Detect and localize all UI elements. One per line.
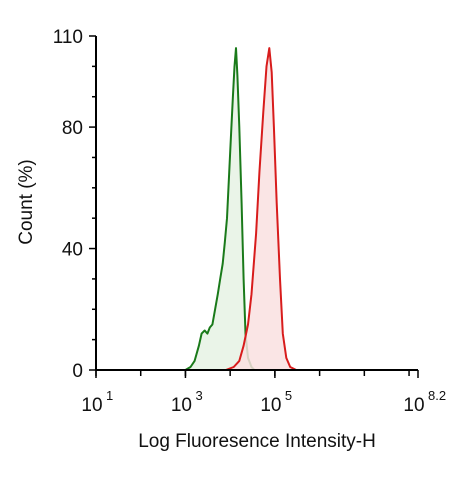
axes-layer bbox=[89, 35, 419, 378]
x-tick-label: 10 bbox=[81, 395, 102, 416]
x-tick-exponent: 8.2 bbox=[428, 388, 446, 403]
y-tick-label: 110 bbox=[53, 27, 83, 48]
x-tick-label: 10 bbox=[260, 395, 281, 416]
series-layer bbox=[184, 47, 297, 371]
series-1-line bbox=[184, 47, 256, 371]
x-tick-label: 10 bbox=[403, 395, 424, 416]
x-axis-title: Log Fluoresence Intensity-H bbox=[138, 431, 376, 452]
x-tick-exponent: 5 bbox=[285, 388, 292, 403]
series-2-line bbox=[225, 47, 297, 371]
series-2-fill bbox=[225, 48, 297, 370]
y-tick-label: 40 bbox=[62, 240, 83, 261]
y-tick-label: 0 bbox=[72, 361, 83, 382]
x-tick-exponent: 1 bbox=[106, 388, 113, 403]
y-tick-label: 80 bbox=[62, 118, 83, 139]
x-tick-exponent: 3 bbox=[195, 388, 202, 403]
x-tick-label: 10 bbox=[171, 395, 192, 416]
series-1-fill bbox=[185, 48, 255, 370]
y-axis-title: Count (%) bbox=[16, 159, 37, 245]
